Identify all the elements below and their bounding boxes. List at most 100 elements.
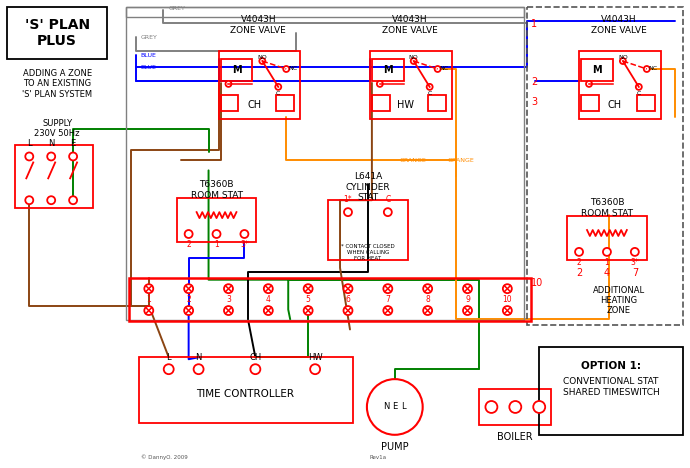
Circle shape [184,284,193,293]
Text: 1: 1 [214,240,219,249]
Circle shape [144,306,153,315]
Text: T6360B
ROOM STAT: T6360B ROOM STAT [581,198,633,218]
Text: C: C [385,195,391,204]
Text: N: N [489,402,495,411]
Text: 9: 9 [465,295,470,304]
Text: * CONTACT CLOSED
WHEN CALLING
FOR HEAT: * CONTACT CLOSED WHEN CALLING FOR HEAT [341,244,395,261]
Text: E: E [70,139,76,147]
Bar [126,7,524,17]
Circle shape [620,58,626,64]
Text: ADDITIONAL
HEATING
ZONE: ADDITIONAL HEATING ZONE [593,285,645,315]
Text: 3: 3 [226,295,231,304]
Bar [527,7,682,325]
Bar [480,389,551,425]
Circle shape [635,84,642,90]
Text: BOILER: BOILER [497,432,533,442]
Bar [221,95,239,111]
Text: C: C [276,91,280,96]
Circle shape [631,248,639,256]
Text: NO: NO [409,55,419,60]
Circle shape [213,230,221,238]
Text: 'S' PLAN
PLUS: 'S' PLAN PLUS [25,18,90,48]
Text: 6: 6 [346,295,351,304]
Circle shape [423,306,432,315]
Text: 1: 1 [604,258,609,267]
Text: L: L [537,402,542,411]
Circle shape [344,208,352,216]
Bar [567,216,647,260]
Circle shape [164,364,174,374]
Bar [581,95,599,111]
Text: L641A
CYLINDER
STAT: L641A CYLINDER STAT [346,172,391,202]
Circle shape [310,364,320,374]
Text: 2: 2 [186,295,191,304]
Text: N: N [48,139,55,147]
Text: NC: NC [288,66,297,72]
Circle shape [533,401,545,413]
Circle shape [304,284,313,293]
Bar [328,200,408,260]
Text: PUMP: PUMP [381,442,408,452]
Bar [372,59,404,81]
Circle shape [503,284,512,293]
Text: 1*: 1* [344,195,353,204]
Text: 10: 10 [502,295,512,304]
Circle shape [275,84,282,90]
Text: ADDING A ZONE
TO AN EXISTING
'S' PLAN SYSTEM: ADDING A ZONE TO AN EXISTING 'S' PLAN SY… [22,69,92,99]
Text: 8: 8 [425,295,430,304]
Bar [372,95,390,111]
Bar [126,7,524,321]
Text: © DannyO. 2009: © DannyO. 2009 [141,454,188,460]
Circle shape [226,81,231,87]
Circle shape [184,306,193,315]
Circle shape [264,284,273,293]
Text: NO: NO [257,55,267,60]
Circle shape [486,401,497,413]
Text: V4043H
ZONE VALVE: V4043H ZONE VALVE [382,15,437,35]
Bar [221,59,253,81]
Text: M: M [592,65,602,75]
Circle shape [69,196,77,204]
Text: V4043H
ZONE VALVE: V4043H ZONE VALVE [230,15,286,35]
Circle shape [426,84,433,90]
Text: NO: NO [618,55,628,60]
Circle shape [463,284,472,293]
Text: 2: 2 [576,268,582,278]
Text: CH: CH [249,353,262,362]
Bar [139,357,353,423]
Bar [177,198,257,242]
Circle shape [503,306,512,315]
Text: L: L [402,402,406,411]
Text: ORANGE: ORANGE [448,159,474,163]
Circle shape [264,306,273,315]
Circle shape [224,284,233,293]
Text: 1: 1 [531,19,538,29]
Bar [129,278,531,322]
Text: 2: 2 [531,77,538,87]
Text: CONVENTIONAL STAT
SHARED TIMESWITCH: CONVENTIONAL STAT SHARED TIMESWITCH [562,377,660,396]
Text: 10: 10 [531,278,544,288]
Circle shape [463,306,472,315]
Circle shape [575,248,583,256]
Circle shape [411,58,417,64]
Text: C: C [637,91,641,96]
Bar [428,95,446,111]
Circle shape [644,66,650,72]
Circle shape [435,66,441,72]
Text: N: N [195,353,201,362]
Circle shape [377,81,383,87]
Bar [15,145,93,208]
Text: L: L [27,139,32,147]
Text: E: E [392,402,397,411]
Text: Rev1a: Rev1a [370,454,387,460]
Text: V4043H
ZONE VALVE: V4043H ZONE VALVE [591,15,647,35]
Circle shape [384,208,392,216]
Text: M: M [383,65,393,75]
Text: 2: 2 [577,258,582,267]
Text: 2: 2 [186,240,191,249]
Text: 7: 7 [386,295,391,304]
Circle shape [47,196,55,204]
Circle shape [586,81,592,87]
Bar [637,95,655,111]
Circle shape [367,379,423,435]
